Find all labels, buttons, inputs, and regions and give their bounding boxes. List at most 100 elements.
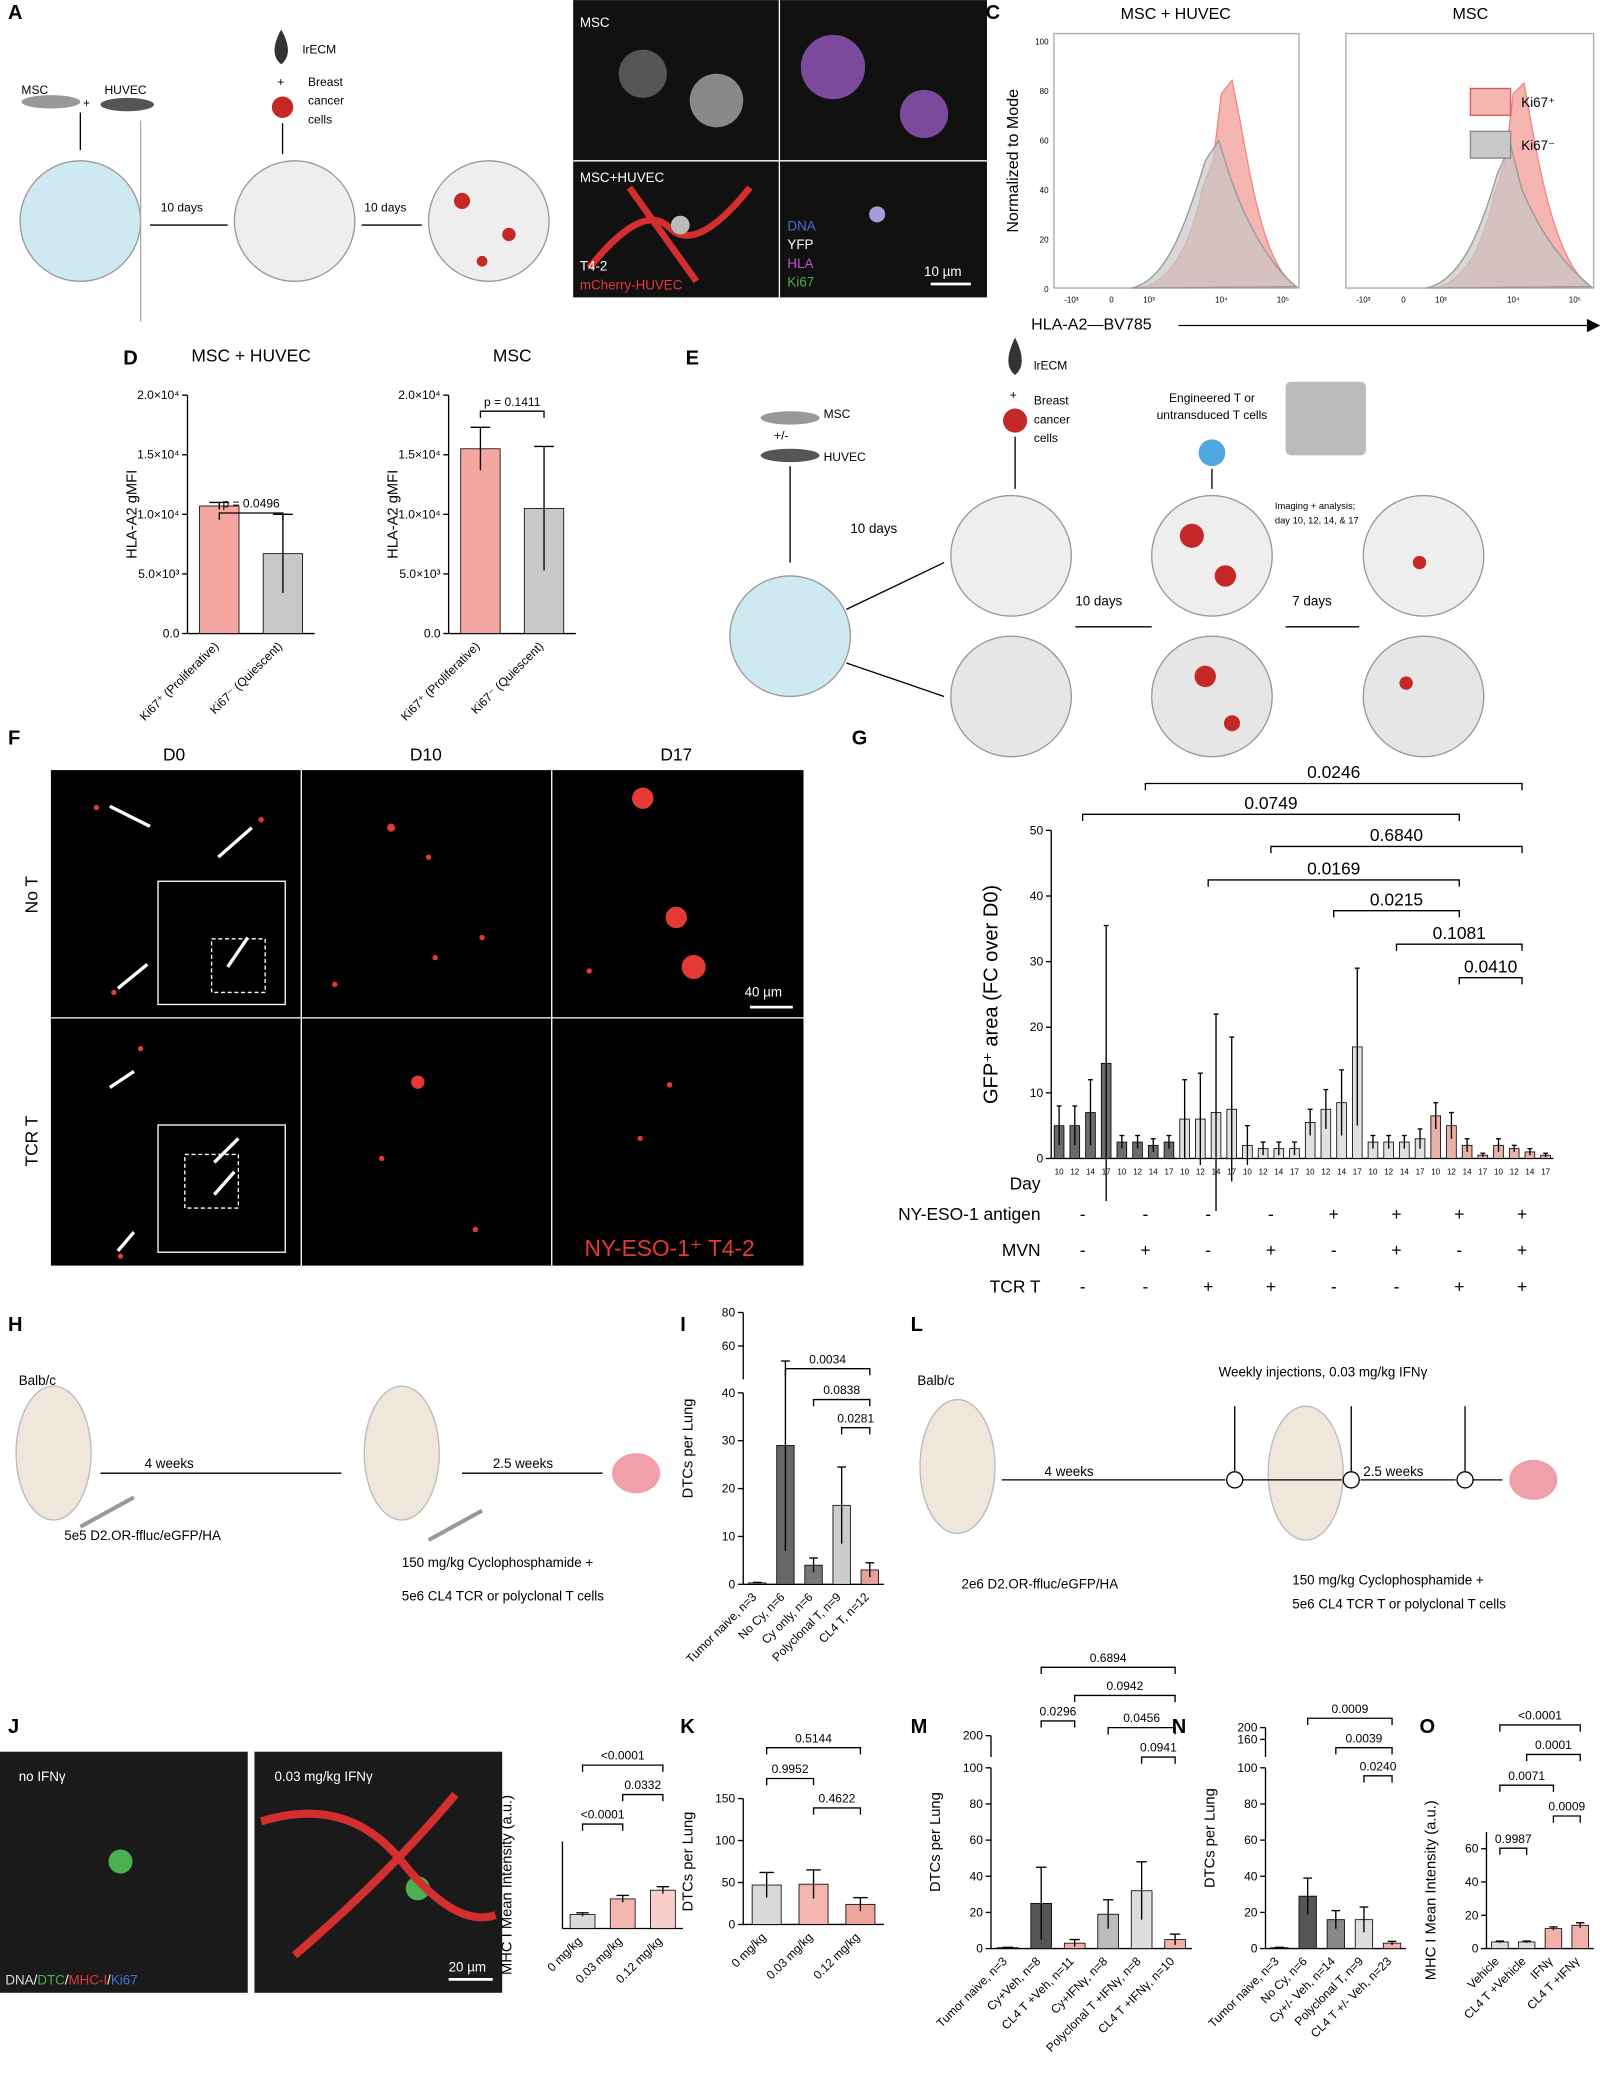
- y-axis-label: DTCs per Lung: [680, 1812, 696, 1912]
- x-tick-label: 17: [1478, 1168, 1487, 1177]
- syringe: [427, 1508, 484, 1542]
- x-tick-label: Ki67⁺ (Proliferative): [137, 639, 221, 723]
- y-tick-label: 30: [1030, 955, 1044, 969]
- colony: [1179, 523, 1204, 548]
- cell: [332, 981, 338, 988]
- p-value: 0.0169: [1307, 859, 1360, 879]
- y-axis-label: HLA-A2 gMFI: [125, 470, 141, 559]
- p-value: 0.0001: [1535, 1738, 1572, 1752]
- y-tick-label: 80: [722, 1305, 736, 1319]
- x-tick-label: 12: [1070, 1168, 1079, 1177]
- cell: [111, 989, 117, 996]
- x-tick-label: 10⁵: [1277, 296, 1289, 305]
- panel-letter: H: [8, 1314, 23, 1336]
- label: +: [83, 96, 90, 110]
- condition-sign: -: [1143, 1276, 1149, 1296]
- y-tick-label: 0.0: [163, 627, 180, 641]
- x-tick-label: 17: [1290, 1168, 1299, 1177]
- arrow-head: [1586, 318, 1601, 333]
- y-tick-label: 20: [722, 1482, 736, 1496]
- label: untransduced T cells: [1157, 408, 1268, 422]
- p-value: 0.0456: [1123, 1711, 1160, 1725]
- y-tick-label: 80: [970, 1797, 984, 1811]
- syringe: [79, 1495, 135, 1529]
- y-tick-label: 200: [1237, 1721, 1257, 1735]
- p-value: p = 0.0496: [222, 497, 280, 511]
- label: YFP: [787, 237, 813, 252]
- legend-swatch: [1469, 130, 1512, 159]
- y-tick-label: 50: [722, 1876, 736, 1890]
- condition-sign: +: [1140, 1240, 1150, 1260]
- y-axis-label: DTCs per Lung: [1203, 1788, 1219, 1888]
- mhc-stain: [259, 1792, 497, 1959]
- p-value: <0.0001: [601, 1749, 645, 1763]
- condition-sign: -: [1080, 1240, 1086, 1260]
- stain-legend: DNA/DTC/MHC-I/Ki67: [5, 1973, 137, 1988]
- colony: [476, 255, 488, 267]
- p-value: 0.6894: [1090, 1651, 1127, 1665]
- y-tick-label: 60: [1040, 136, 1049, 145]
- x-tick-label: 10⁵: [1569, 296, 1581, 305]
- bracket: [784, 1368, 871, 1376]
- condition-sign: -: [1456, 1240, 1462, 1260]
- cell: [637, 1135, 643, 1142]
- x-tick-label: 12: [1133, 1168, 1142, 1177]
- label: +/-: [774, 428, 788, 442]
- p-value: 0.9952: [772, 1762, 809, 1776]
- x-tick-label: 10: [1180, 1168, 1189, 1177]
- label: 10 days: [364, 201, 406, 215]
- y-tick-label: 160: [1237, 1732, 1257, 1746]
- t-cell: [1198, 439, 1226, 467]
- gel-dish: [1362, 635, 1485, 758]
- cell: [670, 215, 690, 235]
- y-tick-label: 20: [1030, 1020, 1044, 1034]
- y-tick-label: 1.5×10⁴: [137, 448, 179, 462]
- cell: [681, 954, 706, 980]
- colony: [1399, 676, 1413, 690]
- p-value: 0.9987: [1495, 1832, 1532, 1846]
- dtc: [108, 1849, 133, 1874]
- label: Balb/c: [19, 1373, 56, 1388]
- y-tick-label: 50: [1030, 823, 1044, 837]
- panel-letter: I: [680, 1314, 686, 1336]
- x-tick-label: 14: [1274, 1168, 1283, 1177]
- stain: Ki67: [111, 1973, 138, 1988]
- label: HUVEC: [104, 83, 146, 97]
- panel-letter: C: [986, 2, 1001, 24]
- label: +: [1010, 388, 1017, 402]
- arrow: [108, 1070, 135, 1089]
- panel-letter: M: [911, 1716, 928, 1738]
- cell: [632, 787, 654, 809]
- p-value: <0.0001: [1518, 1709, 1562, 1723]
- y-tick-label: 0: [1037, 1151, 1044, 1165]
- x-tick-label: 10: [1243, 1168, 1252, 1177]
- label: Engineered T or: [1169, 391, 1255, 405]
- arrow: [213, 1137, 240, 1164]
- legend-swatch: [1469, 87, 1512, 116]
- sep: /: [34, 1973, 38, 1988]
- label: DNA: [787, 218, 815, 233]
- arrow: [116, 962, 149, 990]
- bracket: [1140, 1756, 1176, 1764]
- y-tick-label: 0.0: [424, 627, 441, 641]
- condition-sign: -: [1205, 1204, 1211, 1224]
- y-tick-label: 20: [1465, 1908, 1479, 1922]
- chart-title: MSC: [493, 346, 532, 366]
- timepoint: [1226, 1471, 1244, 1489]
- x-tick-label: 17: [1416, 1168, 1425, 1177]
- label: T4-2: [580, 259, 608, 274]
- bracket: [581, 1823, 624, 1831]
- label: 10 µm: [924, 264, 961, 279]
- lung: [1509, 1459, 1558, 1500]
- x-tick-label: 10: [1431, 1168, 1440, 1177]
- x-tick-label: 17: [1164, 1168, 1173, 1177]
- label: 0.03 mg/kg IFNγ: [275, 1769, 373, 1784]
- chart-title: MSC + HUVEC: [191, 346, 310, 366]
- bracket: [1335, 1747, 1393, 1755]
- panel-letter: A: [8, 2, 23, 24]
- axis-label: Normalized to Mode: [1004, 89, 1022, 233]
- dish: [729, 575, 852, 698]
- y-tick-label: 5.0×10³: [138, 567, 179, 581]
- bar: [1517, 1941, 1536, 1949]
